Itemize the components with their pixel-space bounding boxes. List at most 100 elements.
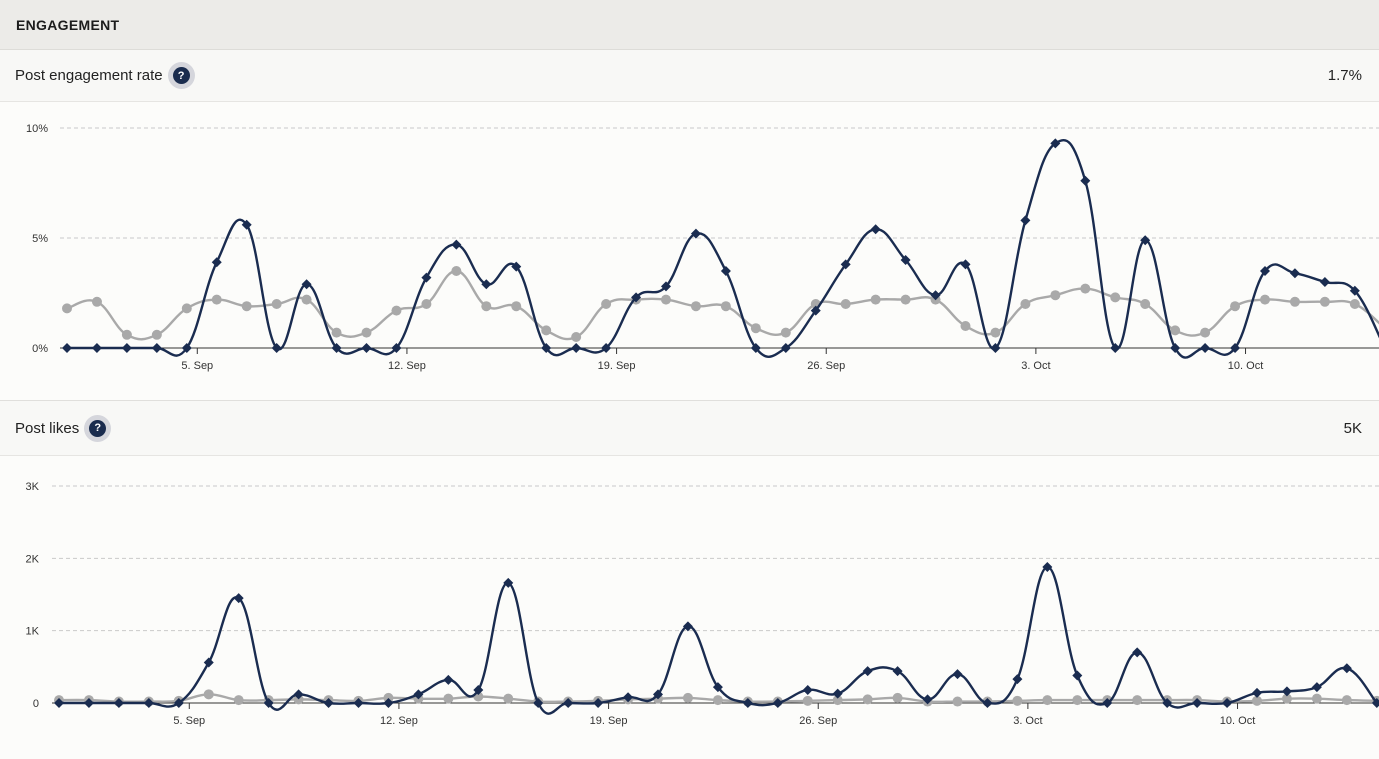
- data-point-diamond[interactable]: [1080, 175, 1091, 186]
- data-point-diamond[interactable]: [91, 343, 102, 353]
- data-point-circle[interactable]: [1319, 296, 1330, 307]
- data-point-circle[interactable]: [421, 299, 432, 309]
- data-point-diamond[interactable]: [503, 577, 514, 588]
- data-point-circle[interactable]: [1140, 299, 1151, 309]
- data-point-diamond[interactable]: [1260, 266, 1270, 276]
- data-point-diamond[interactable]: [1311, 682, 1322, 693]
- data-point-diamond[interactable]: [712, 682, 723, 693]
- data-point-diamond[interactable]: [840, 259, 851, 270]
- data-point-diamond[interactable]: [802, 684, 813, 695]
- data-point-circle[interactable]: [511, 301, 522, 312]
- data-point-diamond[interactable]: [271, 343, 282, 353]
- data-point-circle[interactable]: [990, 327, 1001, 338]
- data-point-diamond[interactable]: [323, 698, 334, 708]
- data-point-diamond[interactable]: [293, 689, 304, 700]
- data-point-diamond[interactable]: [990, 343, 1001, 353]
- data-point-diamond[interactable]: [1289, 268, 1300, 279]
- data-point-diamond[interactable]: [1222, 698, 1233, 708]
- data-point-circle[interactable]: [1281, 693, 1292, 704]
- data-point-diamond[interactable]: [413, 689, 424, 700]
- data-point-diamond[interactable]: [203, 657, 214, 668]
- data-point-circle[interactable]: [802, 695, 813, 706]
- data-point-circle[interactable]: [91, 296, 102, 307]
- data-point-diamond[interactable]: [1072, 670, 1083, 681]
- data-point-diamond[interactable]: [892, 666, 903, 677]
- data-point-diamond[interactable]: [62, 343, 72, 353]
- data-point-diamond[interactable]: [571, 343, 582, 353]
- data-point-diamond[interactable]: [1230, 343, 1241, 353]
- data-point-circle[interactable]: [293, 694, 304, 705]
- data-point-diamond[interactable]: [473, 684, 484, 695]
- data-point-diamond[interactable]: [750, 343, 761, 353]
- data-point-circle[interactable]: [503, 693, 514, 704]
- data-point-diamond[interactable]: [151, 343, 162, 353]
- data-point-circle[interactable]: [892, 692, 903, 703]
- data-point-diamond[interactable]: [623, 692, 634, 703]
- data-point-circle[interactable]: [1260, 294, 1270, 305]
- data-point-diamond[interactable]: [83, 698, 94, 708]
- data-point-circle[interactable]: [301, 294, 312, 305]
- data-point-diamond[interactable]: [1102, 698, 1113, 708]
- data-point-diamond[interactable]: [1132, 647, 1143, 658]
- data-point-circle[interactable]: [661, 294, 671, 305]
- data-point-diamond[interactable]: [900, 255, 911, 265]
- data-point-diamond[interactable]: [173, 698, 184, 708]
- data-point-diamond[interactable]: [54, 698, 64, 708]
- data-point-diamond[interactable]: [421, 272, 432, 283]
- data-point-circle[interactable]: [832, 695, 843, 706]
- data-point-circle[interactable]: [690, 301, 701, 312]
- data-point-circle[interactable]: [271, 299, 282, 309]
- data-point-diamond[interactable]: [301, 279, 312, 290]
- data-point-diamond[interactable]: [922, 694, 933, 705]
- data-point-diamond[interactable]: [982, 698, 993, 708]
- data-point-diamond[interactable]: [601, 343, 612, 353]
- data-point-diamond[interactable]: [1319, 277, 1330, 287]
- data-point-circle[interactable]: [391, 305, 402, 316]
- data-point-circle[interactable]: [181, 303, 192, 314]
- data-point-circle[interactable]: [952, 696, 963, 707]
- data-point-circle[interactable]: [331, 327, 342, 338]
- data-point-diamond[interactable]: [1192, 698, 1203, 708]
- data-point-diamond[interactable]: [1252, 687, 1262, 698]
- data-point-circle[interactable]: [241, 301, 252, 312]
- data-point-diamond[interactable]: [810, 305, 821, 316]
- question-circle-icon[interactable]: ?: [84, 414, 112, 442]
- data-point-diamond[interactable]: [1349, 285, 1360, 296]
- data-point-diamond[interactable]: [211, 257, 222, 268]
- data-point-diamond[interactable]: [870, 224, 881, 235]
- data-point-diamond[interactable]: [361, 343, 372, 353]
- data-point-diamond[interactable]: [1140, 235, 1151, 246]
- data-point-diamond[interactable]: [862, 666, 873, 677]
- data-point-circle[interactable]: [151, 329, 162, 340]
- data-point-diamond[interactable]: [233, 593, 244, 604]
- data-point-circle[interactable]: [712, 695, 723, 706]
- data-point-diamond[interactable]: [772, 698, 783, 708]
- data-point-diamond[interactable]: [832, 688, 843, 699]
- data-point-diamond[interactable]: [653, 689, 663, 700]
- data-point-circle[interactable]: [1012, 695, 1023, 706]
- data-point-diamond[interactable]: [541, 343, 552, 353]
- data-point-diamond[interactable]: [443, 674, 454, 685]
- data-point-diamond[interactable]: [1341, 663, 1352, 674]
- data-point-circle[interactable]: [1289, 296, 1300, 307]
- data-point-circle[interactable]: [361, 327, 372, 338]
- data-point-diamond[interactable]: [511, 261, 522, 272]
- data-point-circle[interactable]: [900, 294, 911, 305]
- data-point-circle[interactable]: [62, 303, 72, 314]
- data-point-circle[interactable]: [1132, 695, 1143, 706]
- data-point-diamond[interactable]: [1050, 138, 1061, 149]
- data-point-circle[interactable]: [1072, 695, 1083, 706]
- data-point-diamond[interactable]: [563, 698, 574, 708]
- data-point-circle[interactable]: [1252, 695, 1262, 706]
- data-point-circle[interactable]: [383, 692, 394, 703]
- data-point-circle[interactable]: [1341, 695, 1352, 706]
- data-point-circle[interactable]: [682, 692, 693, 703]
- data-point-diamond[interactable]: [720, 266, 731, 276]
- data-point-diamond[interactable]: [481, 279, 492, 290]
- data-point-circle[interactable]: [840, 299, 851, 309]
- data-point-diamond[interactable]: [631, 292, 642, 303]
- data-point-circle[interactable]: [1311, 693, 1322, 704]
- data-point-diamond[interactable]: [930, 290, 941, 301]
- data-point-diamond[interactable]: [1162, 698, 1173, 708]
- data-point-diamond[interactable]: [241, 219, 252, 230]
